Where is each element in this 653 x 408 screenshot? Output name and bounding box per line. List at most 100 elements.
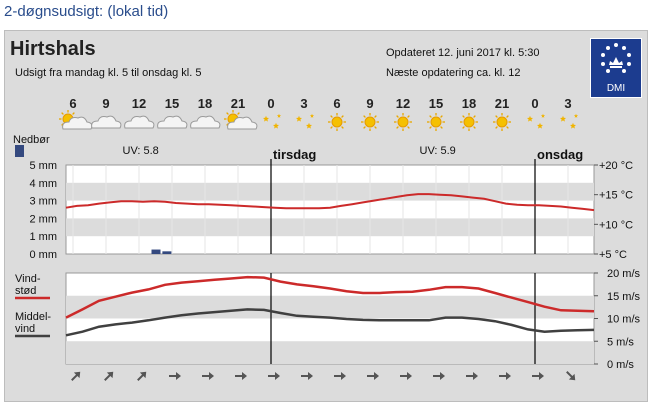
cloud-shape (190, 115, 221, 129)
wind-arrow-icon (235, 372, 247, 380)
sun-ray (374, 115, 377, 118)
sun-ray (330, 115, 333, 118)
arrow-head (242, 372, 247, 380)
star-shape (276, 113, 282, 118)
precip-temp-panel-band (66, 218, 594, 237)
temp-tick: +10 °C (599, 219, 633, 231)
wind-arrow-icon (400, 372, 412, 380)
sun-ray (407, 126, 410, 129)
sun-ray (462, 126, 465, 129)
wind-arrow-icon (268, 372, 280, 380)
cloud-shape (227, 116, 258, 130)
hour-label: 12 (132, 96, 146, 111)
sun-ray (363, 126, 366, 129)
mean-wind-legend-label: vind (15, 323, 35, 335)
star-shape (527, 115, 533, 122)
page-title: 2-døgnsudsigt: (lokal tid) (4, 3, 169, 20)
wind-arrow-icon (104, 371, 114, 381)
sun-icon (460, 113, 478, 131)
sun-disc (430, 116, 442, 128)
arrow-head (506, 372, 511, 380)
hour-label: 18 (462, 96, 476, 111)
arrow-head (568, 373, 576, 381)
sun-disc (397, 116, 409, 128)
arrow-head (106, 371, 114, 379)
sun-ray (226, 112, 229, 115)
sun-ray (473, 126, 476, 129)
wind-arrow-icon (466, 372, 478, 380)
cloud-shape (124, 115, 155, 129)
mean-wind-line (65, 308, 595, 337)
sun-ray (495, 126, 498, 129)
sun-icon (493, 113, 511, 131)
partly-cloudy-icon (224, 110, 258, 130)
sun-ray (61, 112, 64, 115)
sun-ray (237, 112, 240, 115)
gust-legend-label: Vind- (15, 273, 41, 285)
sun-ray (396, 115, 399, 118)
gust-legend-label: stød (15, 285, 36, 297)
hour-label: 6 (69, 96, 76, 111)
sun-ray (363, 115, 366, 118)
cloudy-icon (124, 115, 155, 129)
hour-label: 9 (102, 96, 109, 111)
arrow-head (176, 372, 181, 380)
sun-ray (407, 115, 410, 118)
wind-arrow-icon (202, 372, 214, 380)
precip-legend-label: Nedbør (13, 134, 50, 146)
sun-ray (330, 126, 333, 129)
hour-label: 3 (300, 96, 307, 111)
hour-label: 0 (531, 96, 538, 111)
cloudy-icon (91, 115, 122, 129)
wind-arrow-icon (334, 372, 346, 380)
temp-tick: +20 °C (599, 160, 633, 172)
star-shape (573, 113, 579, 118)
dmi-logo: DMI (590, 38, 642, 98)
sun-ray (341, 115, 344, 118)
hour-label: 21 (231, 96, 245, 111)
uv-label: UV: 5.9 (420, 145, 456, 157)
hour-label: 9 (366, 96, 373, 111)
sun-disc (364, 116, 376, 128)
moon-stars-icon (560, 113, 579, 129)
precip-tick: 5 mm (30, 160, 58, 172)
arrow-head (275, 372, 280, 380)
forecast-range: Udsigt fra mandag kl. 5 til onsdag kl. 5 (15, 67, 202, 79)
wind-tick: 15 m/s (607, 291, 641, 303)
temperature-line (65, 193, 595, 212)
star-shape (540, 113, 546, 118)
arrow-head (407, 372, 412, 380)
arrow-head (308, 372, 313, 380)
star-shape (263, 115, 269, 122)
sun-icon (328, 113, 346, 131)
mean-wind-legend-label: Middel- (15, 311, 51, 323)
precip-tick: 3 mm (30, 196, 58, 208)
arrow-head (139, 371, 147, 379)
sun-ray (341, 126, 344, 129)
precip-legend-swatch (15, 145, 24, 157)
arrow-head (341, 372, 346, 380)
arrow-head (440, 372, 445, 380)
precip-temp-panel-band (66, 182, 594, 201)
star-shape (306, 122, 312, 129)
sun-icon (394, 113, 412, 131)
sun-ray (429, 115, 432, 118)
hour-label: 6 (333, 96, 340, 111)
cloud-shape (157, 115, 188, 129)
wind-tick: 20 m/s (607, 268, 641, 280)
precip-tick: 0 mm (30, 249, 58, 261)
wind-arrow-icon (301, 372, 313, 380)
hour-label: 18 (198, 96, 212, 111)
next-update: Næste opdatering ca. kl. 12 (386, 67, 521, 79)
sun-ray (374, 126, 377, 129)
hour-label: 3 (564, 96, 571, 111)
cloud-shape (62, 116, 93, 130)
sun-ray (506, 126, 509, 129)
hour-label: 15 (429, 96, 443, 111)
precip-tick: 2 mm (30, 213, 58, 225)
wind-arrow-icon (71, 371, 81, 381)
crown-icon (601, 43, 631, 73)
star-shape (273, 122, 279, 129)
arrow-head (473, 372, 478, 380)
